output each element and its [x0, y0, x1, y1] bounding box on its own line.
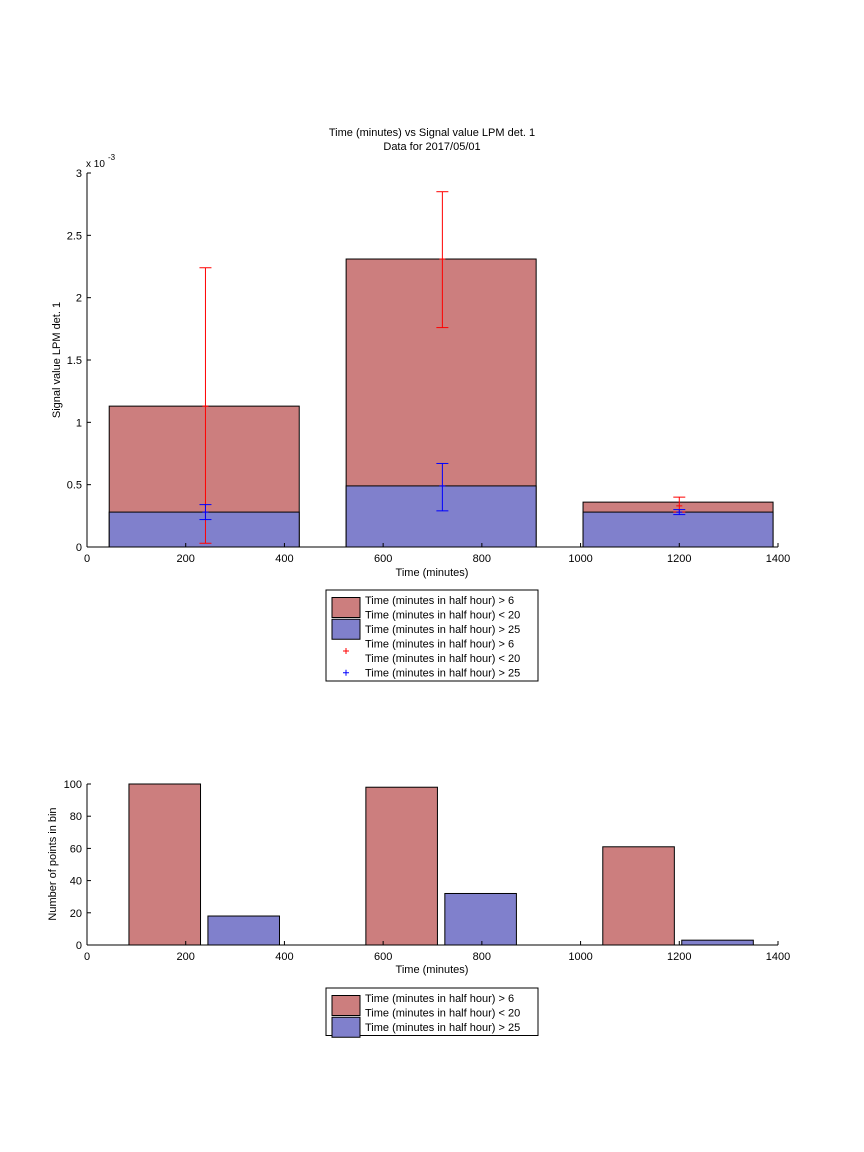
x-tick-label: 0: [84, 553, 90, 565]
y-tick-label: 60: [70, 843, 82, 855]
bars-layer: [128, 783, 754, 946]
y-tick-label: 2.5: [67, 230, 82, 242]
y-exponent-power: -3: [108, 153, 116, 162]
legend: Time (minutes in half hour) > 6 Time (min…: [325, 589, 539, 682]
y-axis-label: Signal value LPM det. 1: [51, 302, 63, 418]
legend-label: Time (minutes in half hour) > 6: [365, 993, 514, 1005]
legend-label: Time (minutes in half hour) < 20: [365, 610, 520, 622]
y-tick-label: 0: [76, 542, 82, 554]
x-tick-label: 1200: [667, 951, 691, 963]
legend-swatch: [331, 995, 361, 1016]
x-tick-label: 200: [177, 553, 195, 565]
y-exponent-base: x 10: [86, 159, 105, 170]
legend-box: [325, 589, 539, 682]
chart-subtitle: Data for 2017/05/01: [383, 141, 480, 153]
bar-red: [128, 783, 202, 946]
legend-swatch: [331, 1016, 361, 1038]
x-tick-label: 400: [275, 553, 293, 565]
legend: Time (minutes in half hour) > 6 Time (min…: [325, 987, 539, 1038]
bar-blue: [207, 915, 280, 946]
x-axis-label: Time (minutes): [396, 964, 469, 976]
x-tick-label: 200: [177, 951, 195, 963]
bars-layer: [108, 258, 774, 548]
x-tick-label: 600: [374, 951, 392, 963]
y-tick-label: 20: [70, 908, 82, 920]
bar-blue: [444, 892, 517, 946]
x-tick-label: 1000: [568, 951, 592, 963]
y-tick-label: 3: [76, 168, 82, 180]
y-tick-label: 80: [70, 811, 82, 823]
error-bars-layer: [199, 191, 686, 544]
y-tick-label: 0.5: [67, 480, 82, 492]
x-tick-label: 1400: [766, 951, 790, 963]
legend-box: [325, 987, 539, 1036]
legend-label: Time (minutes in half hour) > 6: [365, 595, 514, 607]
x-axis-label: Time (minutes): [396, 567, 469, 579]
legend-label: Time (minutes in half hour) > 6: [365, 639, 514, 651]
axes: 0 200 400 600 800 1000 1200 1400 0 20 40 60 80 100: [64, 779, 791, 963]
bar-red: [365, 786, 438, 946]
legend-label: Time (minutes in half hour) > 25: [365, 624, 520, 636]
x-tick-label: 1400: [766, 553, 790, 565]
y-axis-label: Number of points in bin: [47, 807, 59, 920]
y-tick-label: 40: [70, 876, 82, 888]
signal-chart: Time (minutes) vs Signal value LPM det. …: [51, 127, 791, 682]
x-tick-label: 800: [473, 553, 491, 565]
bar-blue: [345, 485, 537, 548]
bar-blue: [582, 511, 774, 548]
y-tick-label: 0: [76, 940, 82, 952]
y-tick-label: 1.5: [67, 355, 82, 367]
legend-swatch: [331, 597, 361, 618]
x-tick-label: 400: [275, 951, 293, 963]
legend-label: Time (minutes in half hour) > 25: [365, 1022, 520, 1034]
x-tick-label: 1000: [568, 553, 592, 565]
bar-blue: [108, 511, 300, 548]
y-tick-label: 2: [76, 293, 82, 305]
legend-label: Time (minutes in half hour) > 25: [365, 668, 520, 680]
x-tick-label: 600: [374, 553, 392, 565]
axes: 0 200 400 600 800 1000 1200 1400 0 0.5 1 1.5 2 2.5 3: [67, 168, 791, 565]
y-tick-label: 1: [76, 417, 82, 429]
x-tick-label: 0: [84, 951, 90, 963]
y-tick-label: 100: [64, 779, 82, 791]
x-tick-label: 1200: [667, 553, 691, 565]
bar-red: [602, 846, 675, 946]
legend-label: Time (minutes in half hour) < 20: [365, 1008, 520, 1020]
x-tick-label: 800: [473, 951, 491, 963]
count-chart: 0 200 400 600 800 1000 1200 1400 0 20 40 60 80 100 Ti…: [47, 779, 791, 1038]
legend-label: Time (minutes in half hour) < 20: [365, 653, 520, 665]
chart-title: Time (minutes) vs Signal value LPM det. …: [329, 127, 535, 139]
legend-swatch: [331, 618, 361, 640]
bar-blue: [681, 939, 754, 946]
